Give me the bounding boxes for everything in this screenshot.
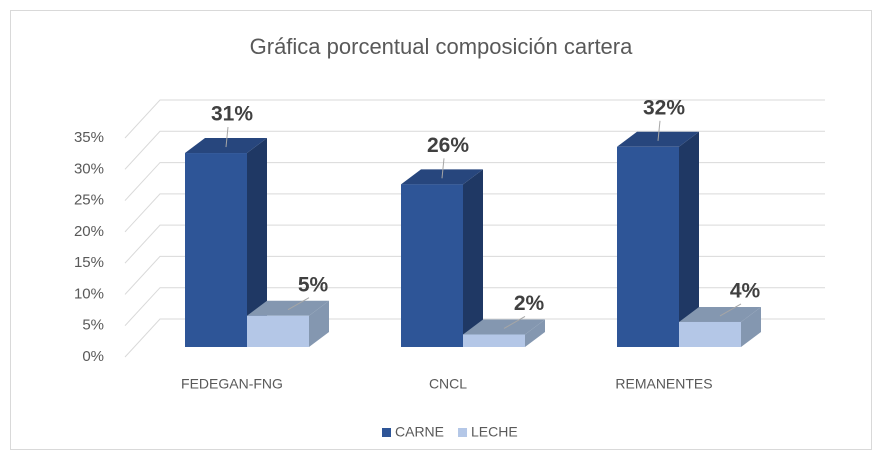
- bar: [185, 153, 247, 347]
- grid-line: [124, 287, 825, 327]
- y-tick-label: 15%: [74, 254, 104, 271]
- value-label: 31%: [211, 103, 253, 126]
- grid-line: [124, 318, 825, 358]
- grid-line: [124, 130, 825, 170]
- grid-line: [124, 162, 825, 201]
- y-tick-label: 25%: [74, 192, 104, 209]
- chart-title: Gráfica porcentual composición cartera: [250, 34, 633, 59]
- bar-top: [247, 300, 329, 316]
- bar-side: [525, 319, 545, 347]
- leader-line: [657, 120, 661, 141]
- bar: [617, 146, 679, 347]
- y-tick-label: 35%: [74, 129, 104, 146]
- leader-line: [225, 126, 229, 148]
- grid-line: [124, 99, 825, 139]
- x-tick-label: CNCL: [429, 376, 467, 392]
- x-tick-label: FEDEGAN-FNG: [181, 376, 283, 392]
- legend-label: CARNE: [395, 424, 444, 440]
- legend-swatch: [382, 428, 391, 437]
- x-tick-label: REMANENTES: [615, 376, 712, 392]
- y-tick-label: 0%: [82, 348, 104, 365]
- bar-side: [309, 300, 329, 347]
- leader-line: [287, 297, 310, 311]
- bar-side: [247, 138, 267, 347]
- value-label: 32%: [643, 96, 685, 119]
- bar-side: [679, 131, 699, 347]
- value-label: 4%: [730, 280, 761, 303]
- value-label: 5%: [298, 273, 329, 296]
- y-tick-label: 5%: [82, 317, 104, 334]
- y-tick-label: 10%: [74, 285, 104, 302]
- legend-swatch: [458, 428, 468, 437]
- bar-top: [679, 306, 761, 322]
- y-tick-label: 30%: [74, 160, 104, 177]
- bar-top: [463, 319, 545, 335]
- value-label: 26%: [427, 134, 469, 157]
- grid-line: [124, 224, 825, 264]
- bar: [679, 321, 741, 347]
- grid-line: [124, 255, 825, 295]
- bar-side: [463, 169, 483, 347]
- leader-line: [719, 303, 742, 317]
- bar: [401, 184, 463, 347]
- bar-side: [741, 306, 761, 347]
- leader-line: [503, 316, 526, 329]
- legend-label: LECHE: [471, 424, 518, 440]
- bar: [247, 315, 309, 347]
- value-label: 2%: [514, 292, 545, 315]
- grid-line: [124, 193, 825, 233]
- leader-line: [441, 158, 445, 179]
- y-tick-label: 20%: [74, 223, 104, 240]
- bar: [463, 334, 525, 347]
